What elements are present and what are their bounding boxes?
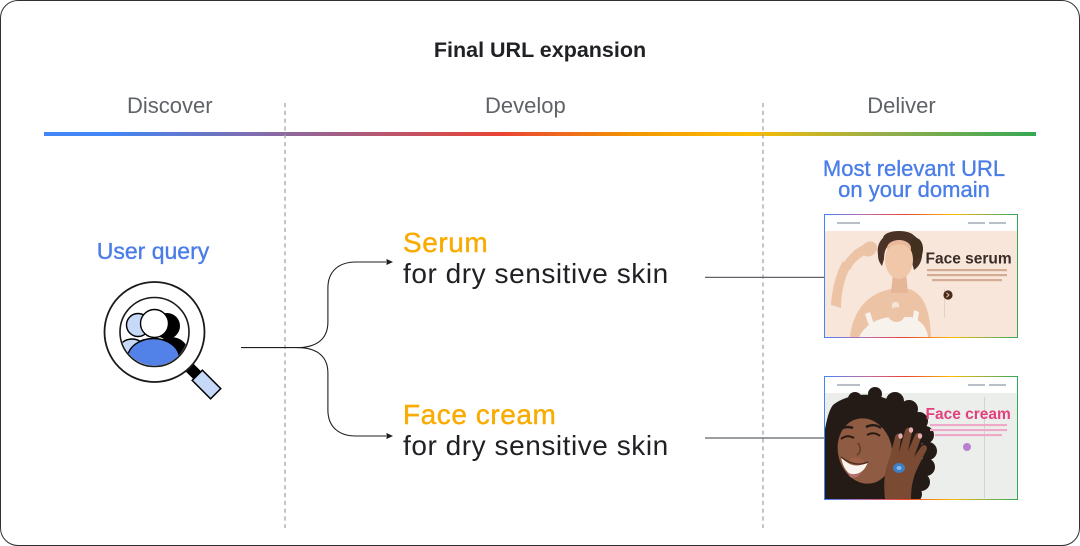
svg-text:Face serum: Face serum: [925, 251, 1011, 268]
svg-text:Face cream: Face cream: [925, 406, 1010, 423]
